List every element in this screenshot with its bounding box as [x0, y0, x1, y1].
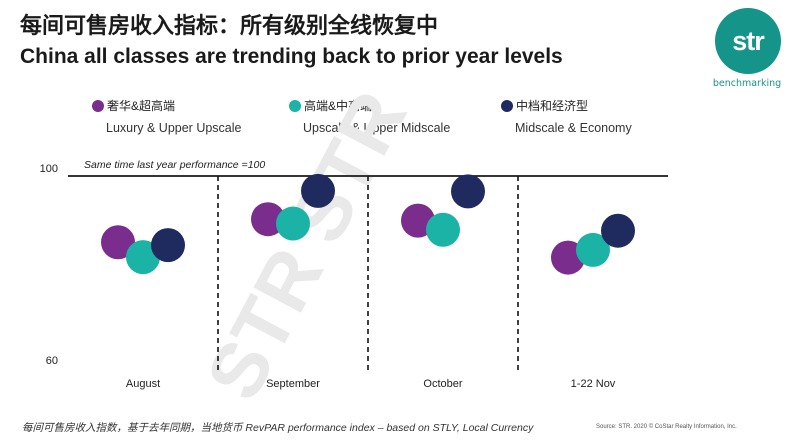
legend-label-en: Luxury & Upper Upscale	[106, 121, 242, 135]
data-point	[276, 206, 310, 241]
data-point	[101, 225, 135, 260]
x-category-label: 1-22 Nov	[571, 378, 616, 390]
page-title-chinese: 每间可售房收入指标：所有级别全线恢复中	[20, 13, 439, 38]
legend-item-upscale: 高端&中高端 Upscale & Upper Midscale	[289, 97, 450, 135]
data-point	[576, 232, 610, 267]
legend-dot-icon	[501, 99, 513, 112]
legend-label-cn: 高端&中高端	[304, 99, 373, 113]
footnote: 每间可售房收入指数，基于去年同期，当地货币 RevPAR performance…	[22, 422, 534, 434]
legend-dot-icon	[92, 99, 104, 112]
page-subtitle-english: China all classes are trending back to p…	[20, 45, 563, 68]
data-point	[301, 173, 335, 208]
data-point	[601, 213, 635, 248]
data-point	[451, 174, 485, 209]
str-logo-caption: benchmarking	[712, 78, 782, 89]
str-logo-mark: str	[715, 8, 781, 74]
legend-label-en: Upscale & Upper Midscale	[303, 121, 451, 135]
legend-label-cn: 中档和经济型	[516, 99, 589, 113]
legend-dot-icon	[289, 99, 301, 112]
x-category-label: October	[423, 378, 462, 390]
legend-label-cn: 奢华&超高端	[107, 99, 176, 113]
data-point	[251, 202, 285, 237]
source-note: Source: STR. 2020 © CoStar Realty Inform…	[596, 424, 737, 430]
x-category-label: September	[266, 378, 320, 390]
data-point	[151, 228, 185, 263]
legend-item-midscale: 中档和经济型 Midscale & Economy	[501, 97, 632, 135]
x-category-label: August	[126, 378, 160, 390]
y-tick-label: 100	[40, 163, 58, 175]
reference-line-label: Same time last year performance =100	[84, 159, 265, 171]
y-tick-label: 60	[46, 355, 58, 367]
legend-label-en: Midscale & Economy	[515, 121, 632, 135]
data-point	[426, 212, 460, 247]
watermark: STR STR	[189, 77, 423, 413]
legend-item-luxury: 奢华&超高端 Luxury & Upper Upscale	[92, 97, 241, 135]
str-logo: str benchmarking	[707, 8, 787, 89]
